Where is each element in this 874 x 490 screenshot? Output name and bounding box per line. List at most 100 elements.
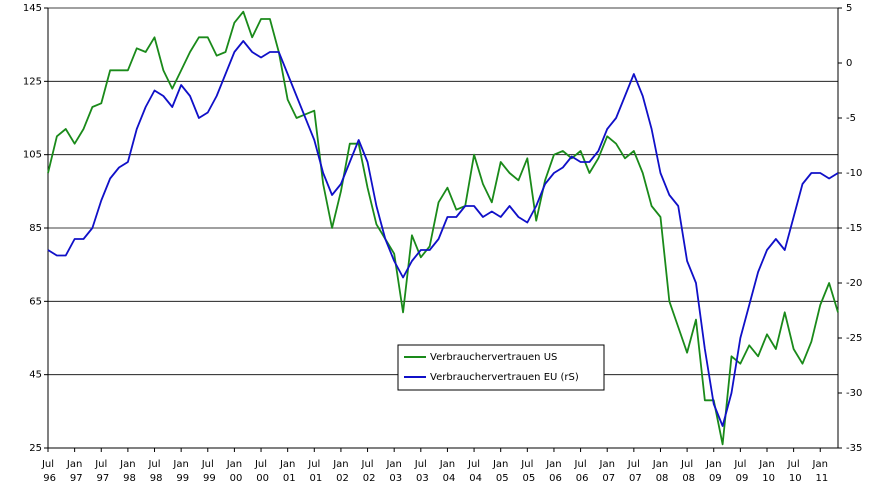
- x-tick-year: 07: [599, 473, 615, 484]
- x-tick-year: 08: [679, 473, 695, 484]
- x-tick-label: Jan 02: [332, 459, 349, 484]
- x-tick-year: 99: [173, 473, 189, 484]
- x-tick-month: Jan: [758, 459, 774, 470]
- x-tick-label: Jan 08: [652, 459, 669, 484]
- x-tick-year: 01: [280, 473, 296, 484]
- x-tick-label: Jan 10: [758, 459, 775, 484]
- x-tick-year: 03: [413, 473, 429, 484]
- x-tick-month: Jan: [226, 459, 242, 470]
- y2-tick-label: 0: [846, 58, 852, 69]
- x-tick-month: Jul: [361, 459, 374, 470]
- x-tick-year: 09: [706, 473, 722, 484]
- x-tick-label: Jul 99: [200, 459, 216, 484]
- x-tick-year: 05: [493, 473, 509, 484]
- x-tick-year: 10: [786, 473, 802, 484]
- x-tick-month: Jul: [733, 459, 746, 470]
- x-tick-month: Jul: [414, 459, 427, 470]
- y2-tick-label: -5: [846, 113, 856, 124]
- x-tick-year: 07: [626, 473, 642, 484]
- x-tick-year: 06: [546, 473, 562, 484]
- y2-tick-label: -10: [846, 168, 862, 179]
- x-tick-label: Jul 10: [786, 459, 802, 484]
- y2-tick-label: -35: [846, 443, 862, 454]
- y-tick-label: 85: [29, 223, 42, 234]
- x-tick-month: Jul: [147, 459, 160, 470]
- y2-tick-label: -20: [846, 278, 862, 289]
- x-tick-label: Jul 02: [360, 459, 376, 484]
- x-tick-month: Jan: [332, 459, 348, 470]
- x-tick-month: Jul: [520, 459, 533, 470]
- x-tick-label: Jan 03: [385, 459, 402, 484]
- x-tick-month: Jan: [599, 459, 615, 470]
- x-tick-year: 04: [439, 473, 455, 484]
- x-tick-year: 96: [40, 473, 56, 484]
- x-tick-month: Jul: [254, 459, 267, 470]
- x-tick-year: 02: [333, 473, 349, 484]
- y2-tick-label: -25: [846, 333, 862, 344]
- x-tick-month: Jul: [467, 459, 480, 470]
- legend-label: Verbrauchervertrauen US: [430, 352, 557, 363]
- x-tick-label: Jan 07: [599, 459, 616, 484]
- x-tick-label: Jan 11: [812, 459, 829, 484]
- x-tick-label: Jan 09: [705, 459, 722, 484]
- x-tick-month: Jul: [201, 459, 214, 470]
- y-tick-label: 45: [29, 370, 42, 381]
- x-tick-label: Jul 06: [573, 459, 589, 484]
- x-tick-label: Jan 99: [172, 459, 189, 484]
- x-tick-month: Jan: [812, 459, 828, 470]
- series-line: [47, 10, 839, 446]
- x-tick-year: 00: [253, 473, 269, 484]
- x-tick-month: Jan: [492, 459, 508, 470]
- x-tick-month: Jan: [66, 459, 82, 470]
- x-tick-month: Jan: [172, 459, 188, 470]
- x-tick-month: Jan: [439, 459, 455, 470]
- x-tick-month: Jul: [94, 459, 107, 470]
- x-tick-month: Jan: [385, 459, 401, 470]
- y-tick-label: 25: [29, 443, 42, 454]
- x-tick-year: 98: [120, 473, 136, 484]
- y-tick-label: 145: [23, 3, 42, 14]
- x-tick-label: Jan 97: [66, 459, 83, 484]
- x-tick-month: Jan: [279, 459, 295, 470]
- x-tick-month: Jul: [574, 459, 587, 470]
- x-tick-label: Jan 05: [492, 459, 509, 484]
- x-tick-month: Jan: [652, 459, 668, 470]
- y2-tick-label: 5: [846, 3, 852, 14]
- x-tick-month: Jul: [307, 459, 320, 470]
- x-tick-label: Jul 04: [466, 459, 482, 484]
- x-tick-month: Jul: [41, 459, 54, 470]
- x-tick-year: 00: [226, 473, 242, 484]
- x-tick-label: Jul 05: [519, 459, 535, 484]
- legend-box: [397, 344, 605, 391]
- x-tick-label: Jul 07: [626, 459, 642, 484]
- x-tick-year: 02: [360, 473, 376, 484]
- x-tick-year: 01: [306, 473, 322, 484]
- x-tick-year: 09: [732, 473, 748, 484]
- x-tick-label: Jan 04: [439, 459, 456, 484]
- x-tick-month: Jan: [705, 459, 721, 470]
- x-tick-month: Jul: [627, 459, 640, 470]
- x-tick-label: Jul 08: [679, 459, 695, 484]
- x-tick-year: 98: [147, 473, 163, 484]
- x-tick-month: Jul: [680, 459, 693, 470]
- x-tick-month: Jan: [119, 459, 135, 470]
- x-tick-label: Jul 98: [147, 459, 163, 484]
- x-tick-label: Jul 96: [40, 459, 56, 484]
- y-tick-label: 125: [23, 76, 42, 87]
- x-tick-label: Jul 01: [306, 459, 322, 484]
- x-tick-label: Jan 01: [279, 459, 296, 484]
- x-tick-year: 10: [759, 473, 775, 484]
- y2-tick-label: -15: [846, 223, 862, 234]
- x-tick-year: 04: [466, 473, 482, 484]
- y2-tick-label: -30: [846, 388, 862, 399]
- x-tick-year: 05: [519, 473, 535, 484]
- y-tick-label: 105: [23, 150, 42, 161]
- x-tick-year: 06: [573, 473, 589, 484]
- x-tick-label: Jul 00: [253, 459, 269, 484]
- y-tick-label: 65: [29, 296, 42, 307]
- x-tick-year: 97: [67, 473, 83, 484]
- x-tick-month: Jul: [787, 459, 800, 470]
- x-tick-label: Jul 03: [413, 459, 429, 484]
- x-tick-month: Jan: [545, 459, 561, 470]
